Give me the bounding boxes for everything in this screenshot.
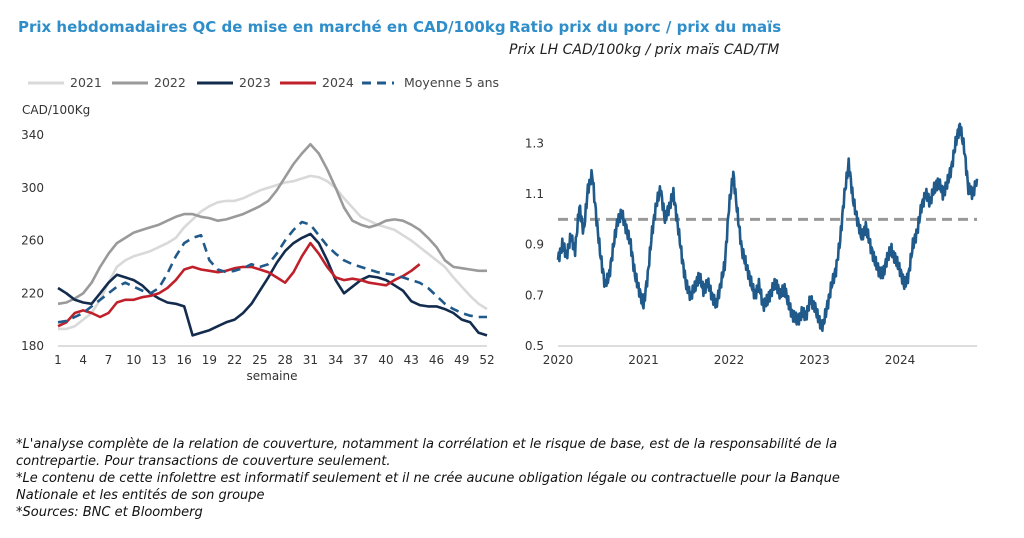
x-tick-label: 10 [126,353,141,367]
x-tick-label: 43 [404,353,419,367]
y-tick-label: 0.5 [525,339,544,353]
y-axis-label: CAD/100Kg [22,103,90,117]
footnotes: *L'analyse complète de la relation de co… [16,436,876,521]
weekly-price-chart: CAD/100Kg 180 220 260 300 340 1 4 7 10 13 16 19 22 25 2… [21,75,499,383]
series-line-2024 [57,241,421,328]
x-tick-label: 2021 [628,353,659,367]
x-tick-label: 28 [277,353,292,367]
x-tick-label: 40 [378,353,393,367]
x-tick-label: 13 [151,353,166,367]
series-line-2021 [58,174,488,331]
series-line-2022 [57,142,487,306]
legend-label-2023: 2023 [239,75,271,90]
footnote-analysis: *L'analyse complète de la relation de co… [16,437,838,469]
y-tick-label: 220 [21,286,44,300]
legend-label-2022: 2022 [154,75,186,90]
x-tick-label: 16 [177,353,192,367]
x-tick-label: 52 [479,353,494,367]
x-tick-label: 4 [79,353,87,367]
y-tick-label: 300 [21,181,44,195]
x-tick-label: 2023 [799,353,830,367]
x-axis-label: semaine [247,369,298,383]
price-ratio-chart: 0.5 0.7 0.9 1.1 1.3 2020 2021 2022 2023 2024 [525,122,979,367]
x-tick-label: 37 [353,353,368,367]
x-tick-label: 31 [303,353,318,367]
x-tick-label: 49 [454,353,469,367]
left-chart-title: Prix hebdomadaires QC de mise en marché … [18,18,506,36]
right-chart-title: Ratio prix du porc / prix du maïs [509,18,782,36]
series-line-moyenne-5-ans [57,220,487,324]
y-tick-label: 0.9 [525,238,544,252]
y-tick-label: 260 [21,234,44,248]
x-tick-label: 2024 [885,353,916,367]
y-tick-label: 0.7 [525,288,544,302]
x-tick-label: 1 [54,353,62,367]
ratio-series-line [556,122,979,333]
y-tick-label: 180 [21,339,44,353]
legend-label-2021: 2021 [70,75,102,90]
x-tick-label: 2022 [714,353,745,367]
y-tick-label: 1.1 [525,187,544,201]
x-tick-label: 7 [105,353,113,367]
x-tick-label: 22 [227,353,242,367]
legend-label-moyenne-5-ans: Moyenne 5 ans [404,75,499,90]
x-tick-label: 25 [252,353,267,367]
x-tick-label: 19 [202,353,217,367]
y-tick-label: 1.3 [525,136,544,150]
y-tick-label: 340 [21,128,44,142]
x-tick-label: 34 [328,353,343,367]
series-line-2023 [57,232,488,337]
legend-label-2024: 2024 [322,75,354,90]
footnote-disclaimer: *Le contenu de cette infolettre est info… [16,471,840,503]
right-chart-subtitle: Prix LH CAD/100kg / prix maïs CAD/TM [509,42,780,58]
x-tick-label: 46 [429,353,444,367]
x-tick-label: 2020 [543,353,574,367]
footnote-sources: *Sources: BNC et Bloomberg [16,505,203,520]
